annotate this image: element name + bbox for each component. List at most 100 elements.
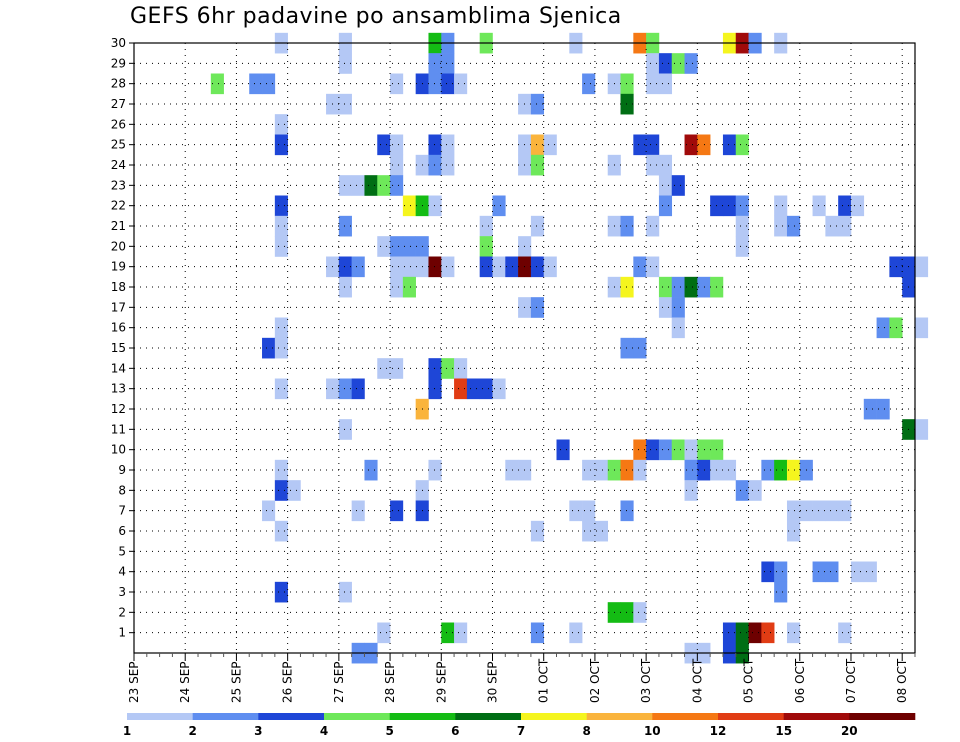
heatmap-cell [274,337,288,359]
heatmap-cell [428,378,442,400]
heatmap-cell [646,256,660,278]
heatmap-cell [390,134,404,156]
heatmap-cell [633,134,647,156]
heatmap-cell [274,114,288,135]
heatmap-cell [735,236,749,257]
heatmap-cells [210,32,929,664]
heatmap-cell [633,337,647,359]
heatmap-cell [530,256,544,278]
heatmap-cell [402,236,416,257]
heatmap-cell [915,317,929,339]
heatmap-cell [620,276,634,298]
heatmap-cell [658,154,673,176]
heatmap-cell [351,500,365,522]
heatmap-cell [530,297,544,318]
heatmap-cell [620,602,634,623]
heatmap-cell [633,459,647,481]
y-tick-label: 4 [118,565,126,579]
x-tick-label: 29 SEP [434,661,448,703]
heatmap-cell [505,459,519,481]
heatmap-cell [646,154,660,176]
heatmap-cell [658,195,673,217]
heatmap-cell [863,561,877,583]
heatmap-cell [454,73,468,95]
y-tick-label: 22 [111,199,126,213]
y-tick-label: 19 [111,260,126,274]
heatmap-cell [582,520,596,542]
y-tick-label: 2 [118,605,126,619]
x-tick-label: 07 OCT [844,658,858,703]
colorbar-swatch [389,713,456,720]
heatmap-cell [620,337,634,359]
heatmap-cell [722,134,737,156]
heatmap-cell [786,500,801,522]
heatmap-cell [569,500,583,522]
heatmap-cell [377,358,391,379]
heatmap-cell [390,500,404,522]
colorbar-label: 10 [644,724,661,738]
heatmap-cell [569,622,583,644]
heatmap-cell [338,256,352,278]
y-tick-label: 9 [118,463,126,477]
heatmap-cell [492,195,506,217]
heatmap-cell [274,581,288,603]
y-axis: 3029282726252423222120191817161514131211… [111,36,134,640]
heatmap-cell [377,236,391,257]
heatmap-cell [338,378,352,400]
heatmap-cell [684,53,698,74]
heatmap-cell [620,459,634,481]
heatmap-cell [633,602,647,623]
heatmap-cell [684,480,698,501]
heatmap-cell [658,439,673,461]
x-tick-label: 08 OCT [895,658,909,703]
colorbar-swatch [521,713,587,720]
heatmap-cell [838,215,852,237]
heatmap-cell [825,561,839,583]
heatmap-cell [377,175,391,196]
heatmap-cell [774,561,788,583]
heatmap-cell [633,439,647,461]
x-tick-label: 04 OCT [690,658,704,703]
heatmap-cell [735,622,749,644]
heatmap-cell [582,459,596,481]
y-tick-label: 18 [111,280,126,294]
heatmap-cell [428,256,442,278]
colorbar-swatch [455,713,522,720]
heatmap-cell [428,459,442,481]
heatmap-cell [812,195,826,217]
colorbar: 1 2 3 4 5 6 7 8 10 12 15 20 [123,713,916,738]
y-tick-label: 26 [111,117,126,131]
y-tick-label: 6 [118,524,126,538]
colorbar-label: 7 [517,724,525,738]
heatmap-cell [786,459,801,481]
heatmap-cell [364,459,378,481]
heatmap-cell [761,561,775,583]
heatmap-cell [812,561,826,583]
colorbar-swatch [127,713,193,720]
heatmap-cell [582,73,596,95]
x-axis: 23 SEP 24 SEP 25 SEP 26 SEP 27 SEP 28 SEP 29 S… [127,653,916,703]
heatmap-cell [338,175,352,196]
x-tick-label: 05 OCT [742,658,756,703]
y-tick-label: 29 [111,56,126,70]
heatmap-cell [479,236,493,257]
heatmap-cell [915,256,929,278]
heatmap-cell [338,276,352,298]
heatmap-cell [402,276,416,298]
heatmap-cell [428,134,442,156]
y-tick-label: 8 [118,483,126,497]
heatmap-cell [825,215,839,237]
x-tick-label: 27 SEP [332,661,346,703]
heatmap-cell [876,317,890,339]
heatmap-cell [658,297,673,318]
colorbar-label: 5 [386,724,394,738]
colorbar-swatch [192,713,259,720]
heatmap-cell [441,53,455,74]
heatmap-cell [351,175,365,196]
colorbar-swatch [652,713,719,720]
colorbar-label: 8 [583,724,591,738]
y-tick-label: 11 [111,422,126,436]
y-tick-label: 12 [111,402,126,416]
heatmap-cell [428,195,442,217]
